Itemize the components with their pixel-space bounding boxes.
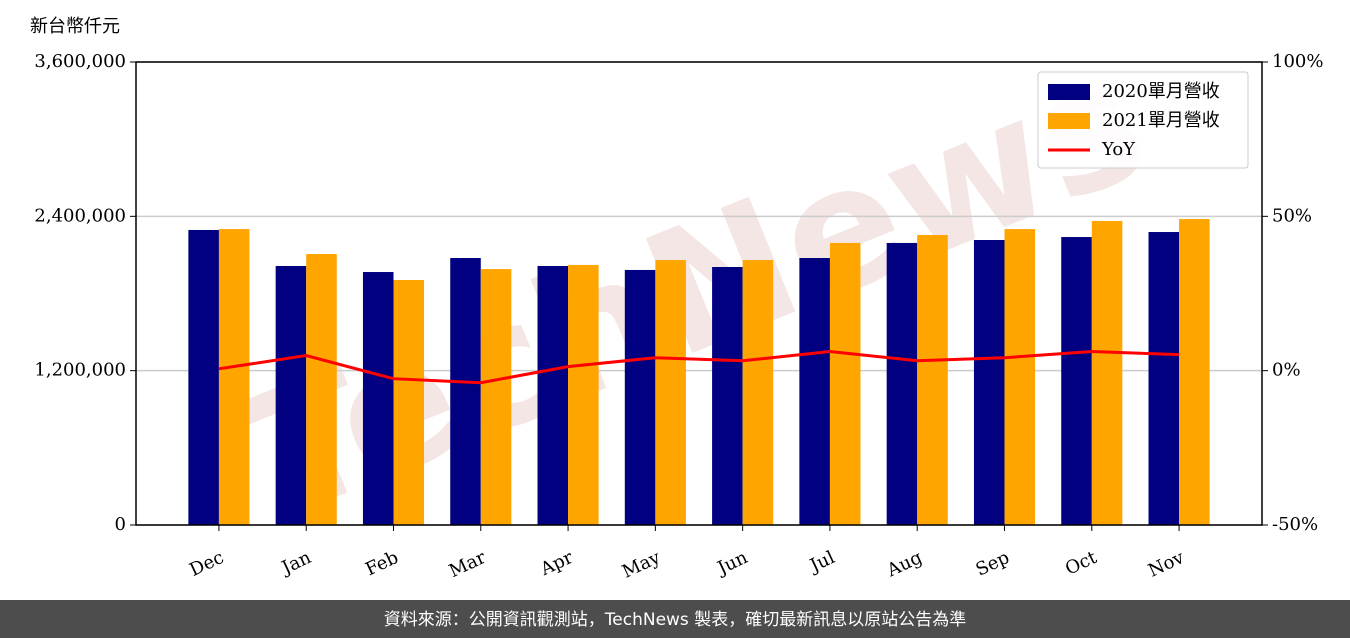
bar [624, 269, 656, 525]
x-tick-label: Oct [1062, 547, 1101, 580]
bar [742, 260, 774, 525]
legend-label: 2020單月營收 [1102, 81, 1220, 102]
footer-bar [0, 600, 1350, 638]
bar [450, 258, 481, 525]
bar [917, 234, 948, 526]
bar [655, 260, 686, 525]
legend-label: YoY [1101, 139, 1136, 160]
bar [973, 239, 1005, 525]
bar [829, 242, 861, 526]
bar [218, 229, 250, 525]
x-tick-label: Dec [186, 547, 227, 581]
bar [1179, 219, 1210, 525]
bar [480, 269, 512, 525]
legend-box [1037, 71, 1249, 169]
bar [712, 267, 743, 525]
legend-swatch [1048, 113, 1090, 129]
y2-tick-label: 0% [1272, 360, 1301, 381]
bar [537, 265, 569, 525]
bar [1004, 229, 1036, 525]
line [218, 350, 1180, 385]
bar [1091, 220, 1123, 526]
bar [188, 229, 219, 525]
x-tick-label: Feb [362, 547, 401, 580]
x-tick-label: Aug [883, 547, 926, 582]
x-tick-label: Jun [713, 547, 752, 580]
x-tick-label: Apr [536, 547, 576, 581]
bar [393, 279, 425, 525]
legend-swatch [1048, 84, 1090, 100]
footer: 資料來源：公開資訊觀測站，TechNews 製表，確切最新訊息以原站公告為準 [384, 610, 966, 630]
x-tick-label: Jul [805, 547, 838, 577]
legend-label: 2021單月營收 [1102, 110, 1220, 131]
bar [275, 265, 307, 525]
x-tick-label: May [619, 547, 664, 583]
y-tick-label: 3,600,000 [34, 51, 126, 72]
x-tick-label: Nov [1145, 547, 1188, 582]
y-tick-label: 2,400,000 [34, 205, 126, 226]
plot-frame [135, 61, 1263, 526]
x-tick-label: Sep [973, 547, 1013, 581]
bar [799, 258, 830, 525]
bar [568, 264, 599, 525]
y-axis-title: 新台幣仟元 [30, 16, 120, 37]
y2-tick-label: 50% [1272, 205, 1312, 226]
y2-tick-label: 100% [1272, 51, 1323, 72]
bar [306, 254, 337, 525]
x-tick-label: Mar [446, 547, 489, 582]
bar [886, 242, 918, 526]
bar [1148, 232, 1180, 525]
y-tick-label: 1,200,000 [34, 360, 126, 381]
y-tick-label: 0 [115, 514, 126, 535]
bar [362, 272, 394, 525]
bar [1061, 237, 1092, 525]
y2-tick-label: -50% [1272, 514, 1318, 535]
